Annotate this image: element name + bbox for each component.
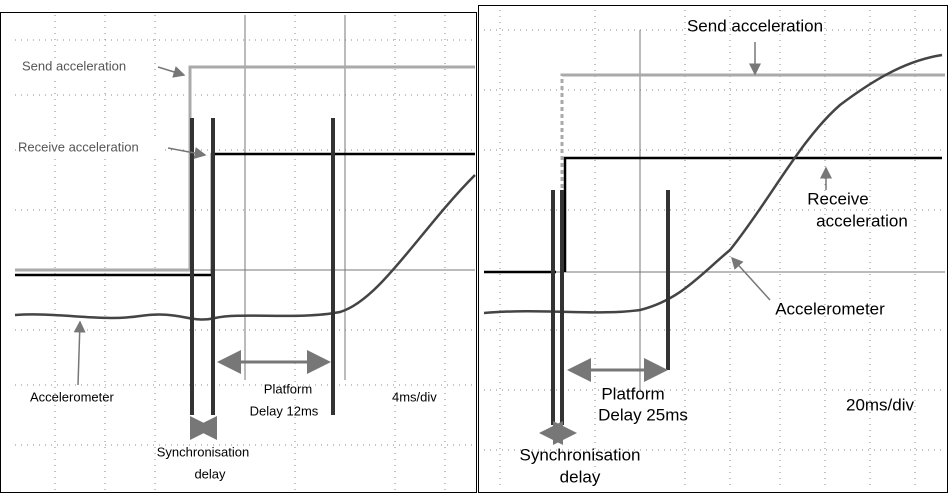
send-label: Send acceleration — [687, 16, 823, 35]
receive-label: Receive acceleration — [18, 139, 139, 154]
platform-label: Platform — [264, 381, 312, 396]
left-border — [1, 13, 477, 493]
pointer — [78, 322, 80, 385]
sync-label: delay — [560, 467, 601, 486]
send-label: Send acceleration — [22, 58, 126, 73]
figure: Send acceleration Receive acceleration A… — [0, 0, 948, 493]
right-panel: Send acceleration Receive acceleration A… — [478, 5, 948, 493]
accelerometer-label: Accelerometer — [775, 299, 885, 318]
platform-label: Delay 25ms — [598, 405, 688, 424]
pointer — [158, 67, 184, 75]
sync-label: Synchronisation — [520, 445, 641, 464]
timebase: 20ms/div — [846, 395, 915, 414]
platform-label: Delay 12ms — [250, 403, 319, 418]
sync-label: Synchronisation — [157, 444, 250, 459]
pointer — [168, 148, 205, 155]
timebase: 4ms/div — [392, 389, 437, 404]
sync-label: delay — [194, 466, 226, 481]
accelerometer-label: Accelerometer — [30, 389, 114, 404]
receive-label: Receive — [807, 189, 868, 208]
receive-label: acceleration — [816, 211, 908, 230]
platform-label: Platform — [601, 384, 664, 403]
left-panel: Send acceleration Receive acceleration A… — [1, 13, 477, 493]
